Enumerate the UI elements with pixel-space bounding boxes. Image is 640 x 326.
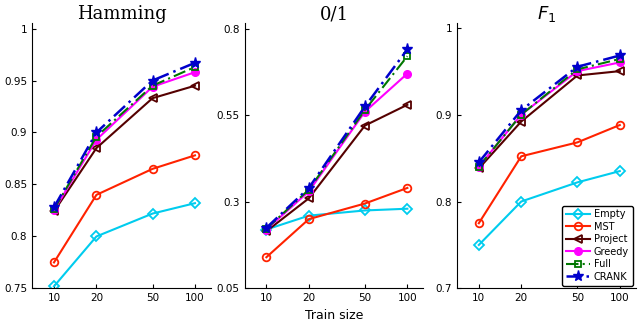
- CRANK: [361, 105, 369, 109]
- CRANK: [262, 226, 270, 230]
- MST: [93, 193, 100, 197]
- Project: [517, 120, 525, 124]
- MST: [262, 255, 270, 259]
- Line: Project: Project: [475, 67, 623, 172]
- Line: Greedy: Greedy: [50, 68, 199, 214]
- Line: Greedy: Greedy: [262, 70, 411, 233]
- Line: Empty: Empty: [263, 205, 411, 233]
- Full: [191, 65, 199, 69]
- CRANK: [616, 53, 623, 57]
- MST: [404, 186, 412, 190]
- Line: Empty: Empty: [476, 168, 623, 248]
- Title: 0/1: 0/1: [319, 5, 349, 23]
- Empty: [573, 180, 581, 184]
- Empty: [305, 214, 313, 217]
- CRANK: [93, 130, 100, 134]
- Project: [305, 196, 313, 200]
- CRANK: [404, 47, 412, 51]
- MST: [475, 221, 483, 225]
- CRANK: [148, 79, 156, 82]
- Greedy: [305, 189, 313, 193]
- CRANK: [191, 61, 199, 65]
- MST: [361, 201, 369, 205]
- Greedy: [148, 85, 156, 89]
- Line: CRANK: CRANK: [473, 50, 625, 168]
- Greedy: [50, 209, 58, 213]
- Line: Full: Full: [263, 53, 410, 232]
- Full: [93, 135, 100, 139]
- Project: [93, 146, 100, 150]
- Empty: [475, 243, 483, 247]
- Project: [148, 96, 156, 100]
- Empty: [148, 212, 156, 215]
- CRANK: [50, 205, 58, 209]
- Greedy: [404, 72, 412, 76]
- Full: [262, 227, 270, 231]
- Greedy: [517, 113, 525, 117]
- Line: Empty: Empty: [51, 200, 198, 290]
- CRANK: [517, 108, 525, 112]
- CRANK: [573, 65, 581, 69]
- Full: [517, 113, 525, 117]
- MST: [191, 154, 199, 157]
- Line: Full: Full: [51, 64, 198, 213]
- Project: [616, 69, 623, 73]
- Empty: [616, 169, 623, 173]
- Full: [148, 84, 156, 88]
- Project: [404, 103, 412, 107]
- Project: [573, 74, 581, 78]
- Greedy: [361, 110, 369, 114]
- Greedy: [262, 228, 270, 231]
- Empty: [262, 228, 270, 231]
- Project: [361, 124, 369, 127]
- Full: [475, 165, 483, 169]
- Line: MST: MST: [262, 184, 411, 261]
- MST: [616, 123, 623, 127]
- Title: $F_1$: $F_1$: [537, 4, 556, 24]
- Empty: [191, 201, 199, 205]
- Line: Full: Full: [476, 56, 623, 170]
- CRANK: [475, 160, 483, 164]
- Line: Project: Project: [262, 101, 411, 235]
- Greedy: [191, 70, 199, 74]
- X-axis label: Train size: Train size: [305, 309, 363, 322]
- Project: [191, 84, 199, 88]
- Empty: [93, 234, 100, 238]
- Line: Project: Project: [50, 82, 199, 215]
- Greedy: [616, 61, 623, 65]
- Empty: [361, 209, 369, 213]
- Project: [262, 229, 270, 233]
- Full: [361, 108, 369, 112]
- Empty: [50, 284, 58, 288]
- Title: Hamming: Hamming: [77, 5, 166, 23]
- Project: [50, 210, 58, 214]
- Greedy: [475, 165, 483, 169]
- Line: MST: MST: [475, 121, 623, 227]
- Line: MST: MST: [50, 152, 199, 266]
- Greedy: [573, 69, 581, 73]
- Project: [475, 167, 483, 170]
- Greedy: [93, 138, 100, 142]
- Legend: Empty, MST, Project, Greedy, Full, CRANK: Empty, MST, Project, Greedy, Full, CRANK: [562, 206, 633, 286]
- Empty: [404, 207, 412, 211]
- MST: [148, 167, 156, 171]
- MST: [50, 260, 58, 264]
- Line: Greedy: Greedy: [475, 59, 623, 170]
- Full: [404, 54, 412, 58]
- MST: [573, 141, 581, 144]
- MST: [305, 217, 313, 221]
- Line: CRANK: CRANK: [49, 57, 200, 213]
- Full: [616, 57, 623, 61]
- Full: [50, 207, 58, 211]
- Full: [573, 67, 581, 71]
- CRANK: [305, 186, 313, 190]
- MST: [517, 154, 525, 158]
- Full: [305, 188, 313, 192]
- Empty: [517, 200, 525, 203]
- Line: CRANK: CRANK: [261, 44, 413, 233]
